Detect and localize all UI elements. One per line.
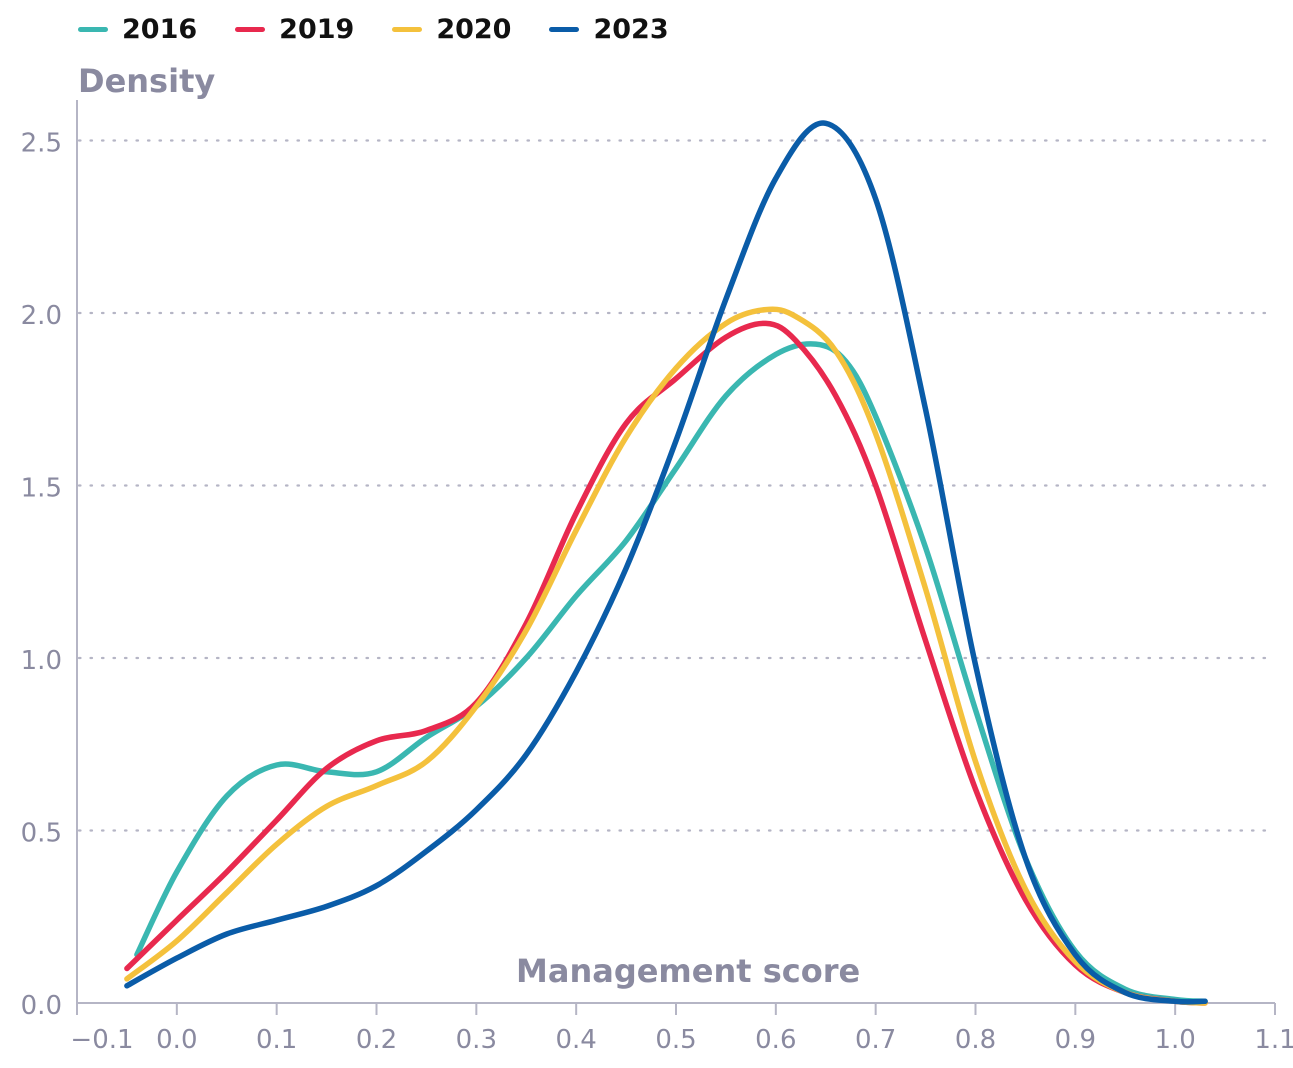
grid-lines — [77, 139, 1277, 832]
legend-label-2020: 2020 — [436, 14, 512, 45]
legend-item-2023: 2023 — [549, 14, 669, 45]
series-line-2020 — [124, 306, 1208, 1006]
x-tick-label: −0.1 — [70, 1025, 133, 1055]
y-tick-label: 1.5 — [21, 474, 62, 504]
x-tick-labels: −0.1 0.0 0.1 0.2 0.3 0.4 0.5 0.6 0.7 0.8 0.9 1.0 1.1 — [70, 1025, 1293, 1055]
x-tick-label: 1.1 — [1254, 1025, 1293, 1055]
legend-swatch-2016 — [78, 27, 108, 32]
x-tick-label: 0.0 — [156, 1025, 197, 1055]
legend-item-2020: 2020 — [392, 14, 511, 45]
x-tick-label: 0.1 — [256, 1025, 297, 1055]
x-tick-label: 0.8 — [955, 1025, 996, 1055]
x-tick-label: 0.5 — [655, 1025, 696, 1055]
legend-item-2019: 2019 — [235, 14, 354, 45]
legend-swatch-2019 — [235, 27, 266, 32]
y-tick-label: 2.5 — [21, 129, 62, 159]
legend-label-2019: 2019 — [279, 14, 355, 45]
y-tick-label: 0.0 — [21, 991, 62, 1021]
x-tick-label: 1.0 — [1154, 1025, 1195, 1055]
legend-swatch-2023 — [549, 27, 580, 32]
series-line-2023 — [124, 120, 1208, 1005]
axes — [76, 100, 1276, 1015]
series-lines — [124, 120, 1208, 1006]
legend-item-2016: 2016 — [78, 14, 197, 45]
y-tick-label: 0.5 — [21, 819, 62, 849]
series-line-2019 — [124, 320, 1208, 1006]
y-axis-label: Density — [78, 62, 216, 100]
x-tick-label: 0.4 — [555, 1025, 596, 1055]
x-tick-label: 0.6 — [755, 1025, 796, 1055]
x-tick-label: 0.3 — [456, 1025, 497, 1055]
y-tick-labels: 0.0 0.5 1.0 1.5 2.0 2.5 — [21, 129, 62, 1022]
y-tick-label: 2.0 — [21, 301, 62, 331]
legend-label-2016: 2016 — [122, 14, 198, 45]
legend-swatch-2020 — [392, 27, 423, 32]
x-tick-label: 0.7 — [855, 1025, 896, 1055]
x-tick-label: 0.2 — [356, 1025, 397, 1055]
x-tick-label: 0.9 — [1055, 1025, 1096, 1055]
legend-label-2023: 2023 — [593, 14, 669, 45]
y-tick-label: 1.0 — [21, 646, 62, 676]
legend: 2016 2019 2020 2023 — [78, 14, 707, 45]
x-axis-label: Management score — [516, 952, 861, 990]
